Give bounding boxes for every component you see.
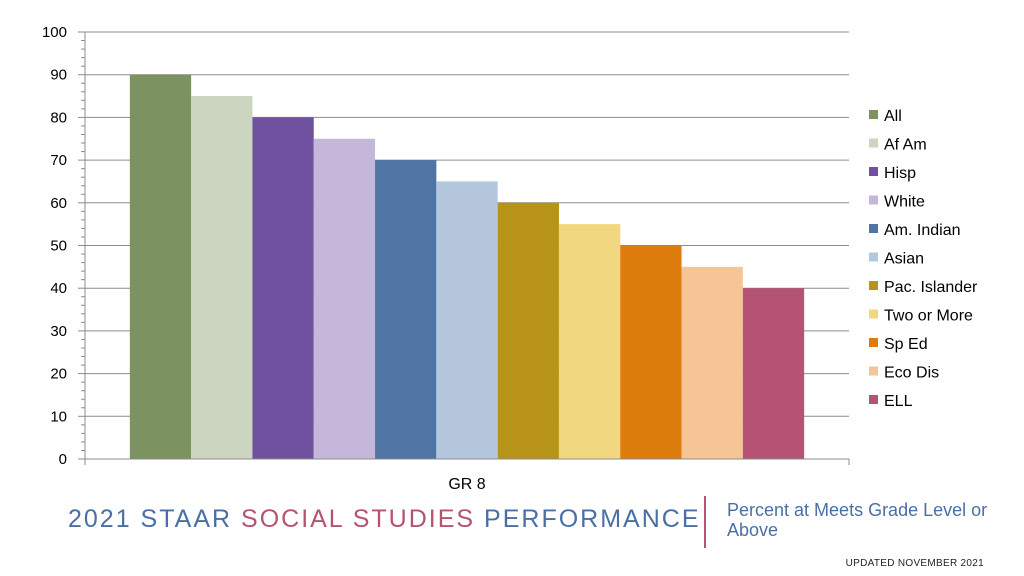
- footer-title-part-2: SOCIAL STUDIES: [241, 505, 476, 533]
- chart-subtitle: Percent at Meets Grade Level or Above: [727, 500, 988, 540]
- footer-title: 2021 STAAR SOCIAL STUDIES PERFORMANCE: [68, 505, 701, 534]
- legend-swatch-white: [869, 195, 878, 205]
- bar-two-or-more: [558, 224, 621, 459]
- legend-swatch-asian: [869, 252, 878, 262]
- legend-label-all: All: [884, 108, 902, 125]
- bar-eco-dis: [681, 266, 743, 459]
- bar-asian: [436, 181, 498, 459]
- y-axis: 0 10 20 30 40 50 60 70 80 90 100: [42, 24, 86, 468]
- legend-swatch-two-or-more: [869, 309, 878, 319]
- legend-label-am-indian: Am. Indian: [884, 222, 960, 239]
- legend-label-hisp: Hisp: [884, 165, 916, 182]
- legend-label-asian: Asian: [884, 251, 924, 268]
- x-axis: GR 8: [84, 458, 850, 490]
- bars: [129, 74, 805, 460]
- legend-swatch-sp-ed: [869, 338, 878, 347]
- legend-label-ell: ELL: [884, 393, 913, 410]
- legend-swatch-hisp: [869, 167, 878, 176]
- y-tick-label: 90: [50, 67, 67, 84]
- legend-label-two-or-more: Two or More: [884, 308, 973, 325]
- x-category-label: GR 8: [448, 476, 485, 490]
- bar-white: [313, 138, 376, 459]
- legend-swatch-ell: [869, 395, 878, 404]
- bar-ell: [742, 288, 805, 459]
- footer-title-part-1: 2021 STAAR: [68, 505, 242, 533]
- y-tick-label: 100: [42, 24, 67, 41]
- legend-swatch-all: [869, 110, 878, 119]
- y-tick-label: 0: [59, 451, 67, 468]
- legend-swatch-eco-dis: [869, 366, 878, 376]
- y-tick-label: 60: [50, 195, 67, 212]
- legend-swatch-am-indian: [869, 224, 878, 233]
- legend-swatch-af-am: [869, 138, 878, 148]
- y-tick-label: 30: [50, 323, 67, 340]
- bar-hisp: [252, 117, 314, 460]
- legend-label-pac-islander: Pac. Islander: [884, 279, 978, 296]
- legend: All Af Am Hisp White Am. Indian Asian Pac. Isl…: [869, 108, 978, 410]
- footer-title-part-3: PERFORMANCE: [475, 505, 701, 533]
- footer-divider: [704, 496, 706, 548]
- bar-af-am: [191, 96, 253, 460]
- bar-pac-islander: [497, 202, 559, 460]
- bar-am-indian: [375, 160, 437, 459]
- legend-label-af-am: Af Am: [884, 137, 927, 154]
- updated-note: UPDATED NOVEMBER 2021: [845, 558, 984, 569]
- y-tick-label: 70: [50, 152, 67, 169]
- bar-chart: 0 10 20 30 40 50 60 70 80 90 100 GR 8 All Af Am Hisp…: [42, 24, 978, 490]
- y-tick-label: 10: [50, 408, 67, 425]
- legend-swatch-pac-islander: [869, 281, 878, 290]
- y-tick-label: 40: [50, 280, 67, 297]
- y-tick-label: 80: [50, 109, 67, 126]
- legend-label-eco-dis: Eco Dis: [884, 365, 939, 382]
- legend-label-sp-ed: Sp Ed: [884, 336, 928, 353]
- bar-all: [129, 74, 192, 459]
- y-tick-label: 20: [50, 366, 67, 383]
- legend-label-white: White: [884, 194, 925, 211]
- y-tick-label: 50: [50, 238, 67, 255]
- bar-sp-ed: [620, 245, 682, 459]
